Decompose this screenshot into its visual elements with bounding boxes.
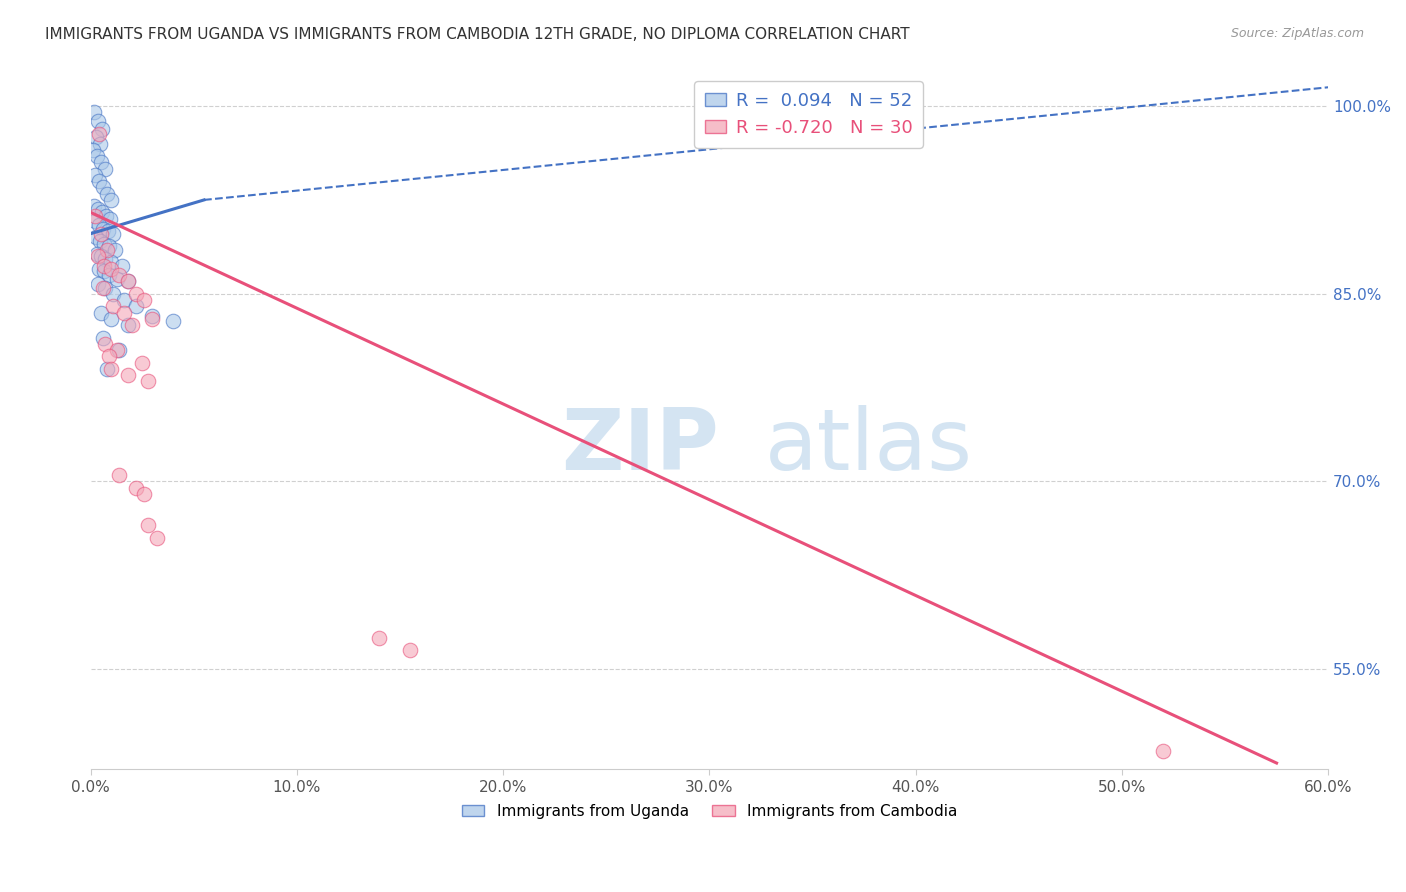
Text: Source: ZipAtlas.com: Source: ZipAtlas.com: [1230, 27, 1364, 40]
Point: [138, 518, 160, 533]
Point: [90, 249, 112, 263]
Point: [94, 161, 117, 176]
Point: [90, 155, 112, 169]
Legend: Immigrants from Uganda, Immigrants from Cambodia: Immigrants from Uganda, Immigrants from …: [456, 797, 963, 825]
Point: [108, 468, 131, 483]
Point: [98, 349, 121, 363]
Point: [91, 205, 114, 219]
Point: [87, 277, 110, 291]
Point: [100, 261, 122, 276]
Point: [107, 343, 129, 357]
Point: [134, 293, 156, 307]
Point: [145, 531, 167, 545]
Point: [97, 224, 120, 238]
Point: [100, 311, 122, 326]
Point: [162, 314, 184, 328]
Point: [93, 236, 115, 251]
Point: [96, 362, 118, 376]
Point: [121, 318, 143, 332]
Point: [108, 343, 131, 357]
Point: [104, 243, 127, 257]
Point: [117, 368, 139, 383]
Point: [141, 310, 163, 324]
Point: [125, 286, 148, 301]
Point: [125, 299, 148, 313]
Point: [117, 318, 139, 332]
Point: [86, 246, 108, 260]
Point: [98, 239, 121, 253]
Point: [91, 280, 114, 294]
Point: [83, 214, 105, 228]
Point: [96, 243, 118, 257]
Point: [83, 209, 105, 223]
Point: [89, 234, 111, 248]
Point: [87, 127, 110, 141]
Point: [108, 268, 131, 282]
Point: [87, 174, 110, 188]
Point: [91, 180, 114, 194]
Point: [83, 168, 105, 182]
Point: [87, 218, 110, 232]
Point: [82, 143, 104, 157]
Point: [100, 255, 122, 269]
Point: [103, 286, 125, 301]
Point: [94, 209, 117, 223]
Point: [91, 221, 114, 235]
Point: [1152, 743, 1174, 757]
Text: ZIP: ZIP: [561, 406, 718, 489]
Text: IMMIGRANTS FROM UGANDA VS IMMIGRANTS FROM CAMBODIA 12TH GRADE, NO DIPLOMA CORREL: IMMIGRANTS FROM UGANDA VS IMMIGRANTS FRO…: [45, 27, 910, 42]
Point: [90, 305, 112, 319]
Point: [399, 643, 422, 657]
Point: [112, 293, 135, 307]
Point: [112, 305, 135, 319]
Point: [91, 121, 114, 136]
Point: [83, 105, 105, 120]
Point: [83, 199, 105, 213]
Point: [87, 249, 110, 263]
Point: [91, 330, 114, 344]
Point: [131, 356, 153, 370]
Point: [103, 227, 125, 241]
Point: [98, 268, 121, 282]
Point: [87, 261, 110, 276]
Point: [84, 130, 107, 145]
Point: [96, 186, 118, 201]
Point: [368, 631, 391, 645]
Point: [98, 211, 121, 226]
Point: [94, 280, 117, 294]
Point: [134, 487, 156, 501]
Point: [141, 311, 163, 326]
Point: [90, 227, 112, 241]
Point: [89, 136, 111, 151]
Point: [94, 336, 117, 351]
Point: [138, 375, 160, 389]
Point: [84, 230, 107, 244]
Point: [94, 252, 117, 266]
Point: [107, 272, 129, 286]
Point: [125, 481, 148, 495]
Point: [110, 259, 132, 273]
Point: [117, 274, 139, 288]
Point: [117, 274, 139, 288]
Point: [87, 202, 110, 216]
Point: [93, 264, 115, 278]
Point: [100, 193, 122, 207]
Point: [100, 362, 122, 376]
Text: atlas: atlas: [765, 406, 973, 489]
Point: [86, 149, 108, 163]
Point: [87, 114, 110, 128]
Point: [103, 299, 125, 313]
Point: [93, 259, 115, 273]
